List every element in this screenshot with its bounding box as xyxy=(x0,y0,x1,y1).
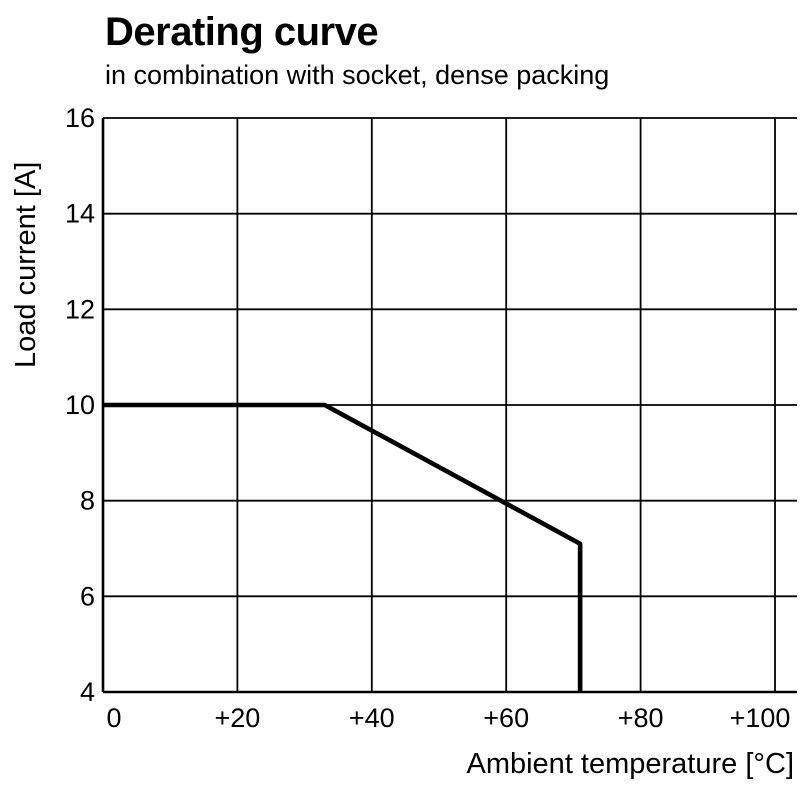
x-tick-label: +60 xyxy=(483,703,529,733)
x-tick-label: +40 xyxy=(349,703,395,733)
y-tick-label: 12 xyxy=(65,294,95,324)
y-tick-label: 8 xyxy=(80,486,95,516)
x-tick-label: 0 xyxy=(106,703,121,733)
x-tick-label: +80 xyxy=(618,703,664,733)
chart-subtitle: in combination with socket, dense packin… xyxy=(105,60,610,90)
y-tick-label: 6 xyxy=(80,581,95,611)
x-tick-label: +100 xyxy=(730,703,791,733)
y-tick-label: 4 xyxy=(80,677,95,707)
x-axis-label: Ambient temperature [°C] xyxy=(466,748,794,780)
derating-curve-line xyxy=(103,402,583,692)
y-tick-label: 16 xyxy=(65,103,95,133)
y-tick-label: 10 xyxy=(65,390,95,420)
y-tick-label: 14 xyxy=(65,199,95,229)
x-tick-label: +20 xyxy=(214,703,260,733)
chart-title: Derating curve xyxy=(105,10,379,54)
